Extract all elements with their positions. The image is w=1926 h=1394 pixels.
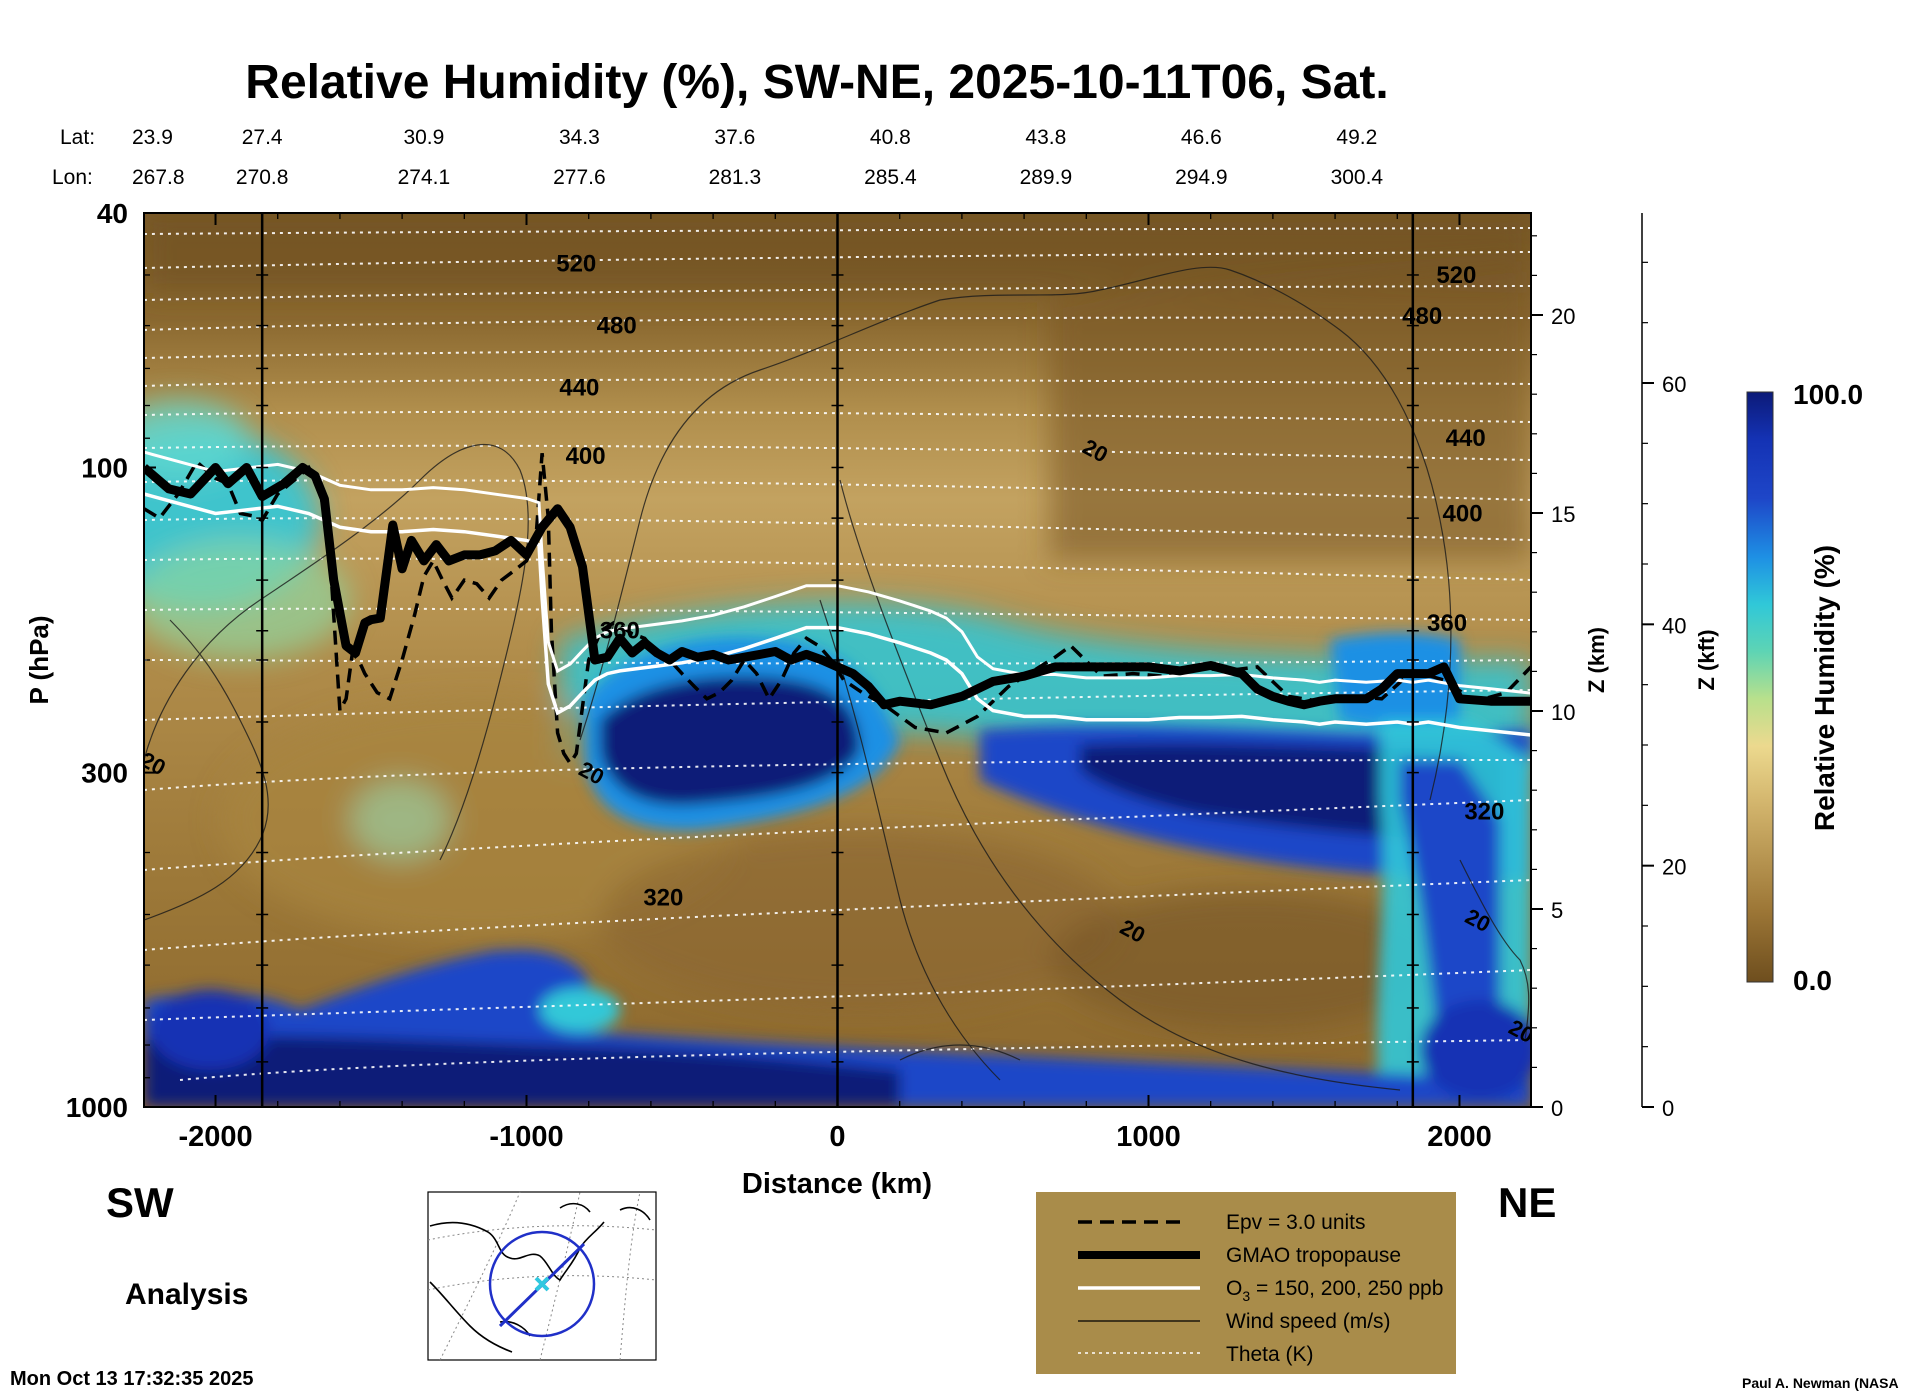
theta-label: 360: [1427, 610, 1467, 637]
y-tick-label: 40: [97, 198, 128, 229]
theta-isentropes: [144, 227, 1531, 1081]
z-km-axis: 0 5 10 15 20: [1531, 235, 1575, 1121]
x-tick-label: -1000: [489, 1121, 563, 1153]
z-kft-axis-title: Z (kft): [1694, 629, 1719, 690]
z-km-tick-label: 20: [1551, 304, 1575, 329]
z-kft-tick-label: 0: [1662, 1096, 1674, 1121]
x-tick-label: 2000: [1427, 1121, 1492, 1153]
direction-ne: NE: [1498, 1179, 1556, 1226]
lat-value: 46.6: [1181, 126, 1222, 149]
y-axis: 40 100 300 1000: [66, 198, 156, 1123]
direction-sw: SW: [106, 1179, 174, 1226]
theta-label: 320: [1464, 798, 1504, 825]
lon-value: 274.1: [398, 166, 451, 189]
theta-label: 520: [556, 251, 596, 278]
lat-value: 23.9: [132, 126, 173, 149]
z-kft-axis: 0 20 40 60: [1641, 213, 1686, 1121]
theta-label: 440: [1446, 425, 1486, 452]
legend-wind-label: Wind speed (m/s): [1226, 1310, 1391, 1333]
lon-value: 300.4: [1331, 166, 1384, 189]
z-km-tick-label: 10: [1551, 700, 1575, 725]
z-kft-tick-label: 20: [1662, 855, 1686, 880]
z-kft-tick-label: 60: [1662, 372, 1686, 397]
colorbar-title: Relative Humidity (%): [1809, 545, 1840, 831]
x-axis: -2000 -1000 0 1000 2000: [178, 213, 1492, 1153]
y-tick-label: 100: [81, 452, 128, 483]
lat-value: 27.4: [242, 126, 283, 149]
theta-label: 480: [597, 313, 637, 340]
theta-label: 360: [600, 618, 640, 645]
lon-value: 277.6: [553, 166, 606, 189]
lon-value: 270.8: [236, 166, 289, 189]
vertical-marker-lines: [256, 212, 1419, 1108]
lon-value: 289.9: [1020, 166, 1073, 189]
theta-label: 440: [559, 375, 599, 402]
lat-lon-labels: 23.9 267.8 27.4 270.8 30.9 274.1 34.3 277.6 37.6…: [132, 126, 1383, 189]
mode-label: Analysis: [125, 1278, 248, 1311]
y-tick-label: 300: [81, 758, 128, 789]
y-axis-title: P (hPa): [24, 615, 54, 704]
theta-label: 520: [1436, 262, 1476, 289]
lat-value: 43.8: [1025, 126, 1066, 149]
legend-ozone-label: O3 = 150, 200, 250 ppb: [1226, 1277, 1443, 1304]
lat-value: 37.6: [714, 126, 755, 149]
tropopause-line: [144, 463, 1531, 710]
lon-value: 285.4: [864, 166, 917, 189]
z-km-tick-label: 15: [1551, 502, 1575, 527]
z-km-tick-label: 5: [1551, 898, 1563, 923]
y-tick-label: 1000: [66, 1092, 128, 1123]
lat-value: 40.8: [870, 126, 911, 149]
x-tick-label: -2000: [178, 1121, 252, 1153]
credit: Paul A. Newman (NASA: [1742, 1375, 1899, 1391]
lon-value: 267.8: [132, 166, 185, 189]
legend-tropopause-label: GMAO tropopause: [1226, 1244, 1401, 1267]
lat-value: 49.2: [1336, 126, 1377, 149]
lat-value: 30.9: [403, 126, 444, 149]
inset-map: [427, 1191, 657, 1361]
legend: Epv = 3.0 units GMAO tropopause O3 = 150…: [1036, 1192, 1456, 1374]
x-axis-title: Distance (km): [742, 1168, 932, 1200]
timestamp: Mon Oct 13 17:32:35 2025: [10, 1368, 253, 1390]
lat-label: Lat:: [60, 126, 95, 149]
wind-speed-contours: [144, 266, 1530, 1091]
x-tick-label: 0: [829, 1121, 845, 1153]
lon-value: 281.3: [709, 166, 762, 189]
z-km-tick-label: 0: [1551, 1096, 1563, 1121]
theta-label: 400: [1443, 500, 1483, 527]
colorbar: [1746, 391, 1774, 983]
lat-value: 34.3: [559, 126, 600, 149]
lon-label: Lon:: [52, 166, 93, 189]
lon-value: 294.9: [1175, 166, 1228, 189]
x-tick-label: 1000: [1116, 1121, 1181, 1153]
legend-epv-label: Epv = 3.0 units: [1226, 1211, 1366, 1234]
colorbar-min-label: 0.0: [1793, 965, 1832, 996]
theta-label: 320: [643, 884, 683, 911]
legend-theta-label: Theta (K): [1226, 1343, 1314, 1366]
z-kft-tick-label: 40: [1662, 613, 1686, 638]
z-km-axis-title: Z (km): [1584, 627, 1609, 693]
chart-title: Relative Humidity (%), SW-NE, 2025-10-11…: [245, 56, 1388, 109]
theta-label: 400: [566, 443, 606, 470]
colorbar-max-label: 100.0: [1793, 379, 1863, 410]
epv-line: [144, 453, 1531, 767]
